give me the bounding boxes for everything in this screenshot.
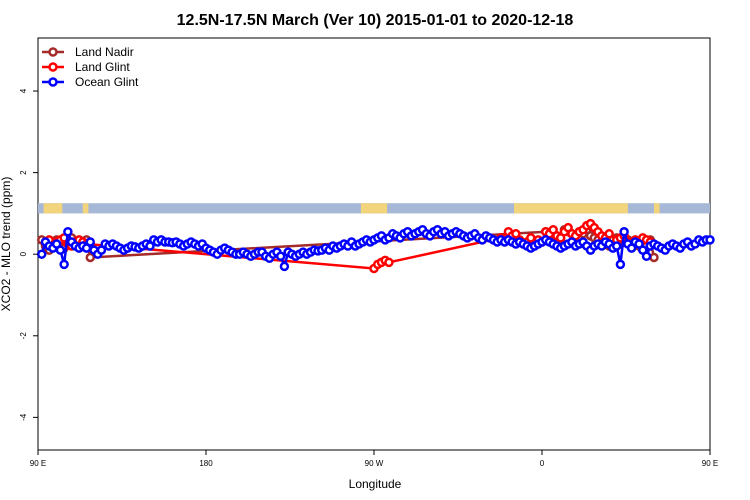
legend-marker: [48, 62, 58, 72]
y-tick-label: -2: [19, 332, 28, 340]
y-axis-label: XCO2 - MLO trend (ppm): [0, 177, 13, 312]
x-tick-label: 0: [540, 459, 545, 468]
x-tick-label: 90 E: [30, 459, 46, 468]
legend-label: Land Nadir: [75, 45, 134, 59]
data-point: [55, 245, 66, 255]
data-point: [63, 227, 73, 237]
data-point: [85, 237, 96, 247]
legend-label: Ocean Glint: [75, 75, 139, 89]
map-strip: [38, 203, 710, 214]
map-land: [82, 203, 89, 214]
map-land: [43, 203, 63, 214]
map-land: [514, 203, 628, 214]
x-tick-label: 180: [199, 459, 213, 468]
chart-title: 12.5N-17.5N March (Ver 10) 2015-01-01 to…: [177, 12, 574, 29]
x-axis: 90 E 180 90 W 0 90 E: [30, 450, 718, 468]
legend-marker: [48, 77, 58, 87]
y-tick-label: -4: [19, 413, 28, 421]
map-land: [360, 203, 388, 214]
data-point: [59, 259, 69, 270]
legend-label: Land Glint: [75, 60, 130, 74]
legend-marker: [48, 47, 58, 57]
y-tick-label: 4: [19, 88, 28, 93]
data-point: [384, 257, 394, 268]
x-axis-label: Longitude: [349, 477, 402, 491]
data-point: [641, 251, 652, 261]
data-point: [615, 259, 626, 270]
data-point: [611, 241, 622, 251]
data-point: [619, 227, 629, 237]
y-axis: 4 2 0 -2 -4: [19, 88, 38, 421]
y-tick-label: 2: [19, 170, 28, 175]
data-point: [275, 251, 286, 261]
data-point: [705, 235, 715, 245]
y-tick-label: 0: [19, 251, 28, 256]
data-point: [604, 229, 614, 239]
series-layer: [36, 218, 715, 274]
map-land: [654, 203, 660, 214]
data-point: [526, 233, 536, 243]
plot-area: [36, 37, 715, 451]
data-point: [85, 252, 96, 263]
data-point: [36, 249, 47, 259]
x-tick-label: 90 E: [702, 459, 718, 468]
data-point: [649, 252, 659, 263]
x-tick-label: 90 W: [365, 459, 384, 468]
series-ocean-glint: [36, 224, 715, 272]
data-point: [279, 261, 290, 272]
